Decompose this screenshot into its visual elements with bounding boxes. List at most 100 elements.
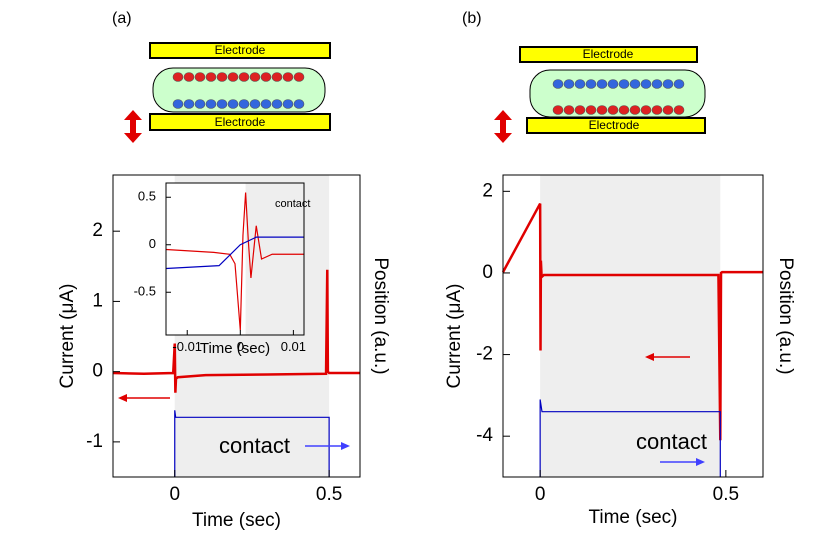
plot-frame [112, 174, 361, 478]
particle [607, 79, 619, 89]
plot-frame [502, 174, 764, 478]
y-tick-label: 2 [482, 180, 493, 201]
x-tick-label: 0 [237, 339, 244, 354]
y-tick-label: 0 [482, 262, 493, 283]
y-tick-label: 0 [92, 361, 103, 382]
particle [640, 79, 652, 89]
annotation: contact [636, 429, 707, 454]
particle [238, 99, 250, 109]
particle [585, 105, 597, 115]
y-tick-label: -1 [86, 431, 103, 452]
particle [651, 105, 663, 115]
y-tick-label: 0 [149, 236, 156, 251]
data-line [165, 236, 304, 270]
chart: -0.01 0 0.01 -0.5 0 0.5 Time (sec) contact [134, 182, 310, 357]
y-tick-label: -4 [476, 425, 493, 446]
electrode-label: Electrode [215, 115, 266, 129]
arrow-head [645, 353, 654, 361]
particle [629, 105, 641, 115]
particle [282, 99, 294, 109]
particle [249, 72, 261, 82]
y-tick-label: -0.5 [134, 284, 156, 299]
particle [260, 99, 272, 109]
data-line [501, 202, 763, 441]
electrode [149, 42, 331, 59]
particle [194, 99, 206, 109]
arrow-head [696, 458, 705, 466]
x-axis-label: Time (sec) [588, 507, 677, 528]
particle [227, 72, 239, 82]
particle [563, 79, 575, 89]
particle [596, 79, 608, 89]
particle [618, 105, 630, 115]
x-tick-label: 0.01 [281, 339, 306, 354]
data-line [165, 192, 304, 331]
arrow-head [118, 394, 127, 402]
x-tick-label: 0 [535, 484, 546, 505]
electrode [149, 113, 331, 131]
electrode-label: Electrode [589, 118, 640, 132]
particle [271, 72, 283, 82]
shaded-region [540, 175, 721, 477]
plot-frame [165, 182, 305, 336]
particle [596, 105, 608, 115]
particles [172, 72, 685, 115]
x-axis-label: Time (sec) [192, 510, 281, 531]
electrode-label: Electrode [583, 47, 634, 61]
particle [552, 79, 564, 89]
particle [260, 72, 272, 82]
y-tick-label: 1 [92, 290, 103, 311]
data-line [174, 410, 330, 477]
particle [205, 72, 217, 82]
electrode [526, 117, 706, 134]
arrow [494, 110, 512, 143]
y2-axis-label: Position (a.u.) [775, 257, 796, 374]
x-axis-label: Time (sec) [200, 340, 270, 357]
particle [172, 99, 184, 109]
diagram-b: (b) Electrode Electrode [462, 10, 706, 143]
particle [183, 72, 195, 82]
panel-label: (b) [462, 10, 482, 27]
particle [629, 79, 641, 89]
y-tick-label: 2 [92, 220, 103, 241]
annotation: contact [275, 198, 310, 210]
particle [673, 105, 685, 115]
y2-axis-label: Position (a.u.) [370, 257, 391, 374]
plots: 0 0.5 -1 0 1 2 Time (sec) Current (μA) Position … [57, 174, 796, 531]
y-tick-label: 0.5 [138, 189, 156, 204]
data-line [112, 269, 360, 393]
particle [585, 79, 597, 89]
particle [216, 99, 228, 109]
y-axis-label: Current (μA) [57, 284, 78, 389]
y-tick-label: -2 [476, 344, 493, 365]
panel-label: (a) [112, 10, 132, 27]
particle [293, 99, 305, 109]
particle [293, 72, 305, 82]
particle [238, 72, 250, 82]
particle [651, 79, 663, 89]
particle [662, 105, 674, 115]
arrow-head [341, 442, 350, 450]
particle [282, 72, 294, 82]
particle [552, 105, 564, 115]
annotation: contact [219, 433, 290, 458]
electrode [519, 46, 698, 63]
particle [574, 79, 586, 89]
y-axis-label: Current (μA) [444, 284, 465, 389]
chart: 0 0.5 -4 -2 0 2 Time (sec) Current (μA) Position… [444, 174, 796, 528]
particle [662, 79, 674, 89]
x-tick-label: -0.01 [172, 339, 202, 354]
particle [618, 79, 630, 89]
particle [673, 79, 685, 89]
particle [607, 105, 619, 115]
shaded-region [245, 183, 304, 335]
particle [216, 72, 228, 82]
particle [205, 99, 217, 109]
particle [271, 99, 283, 109]
particle [249, 99, 261, 109]
electrode-label: Electrode [215, 43, 266, 57]
particle [640, 105, 652, 115]
particle [227, 99, 239, 109]
particle [563, 105, 575, 115]
arrow [124, 110, 142, 143]
